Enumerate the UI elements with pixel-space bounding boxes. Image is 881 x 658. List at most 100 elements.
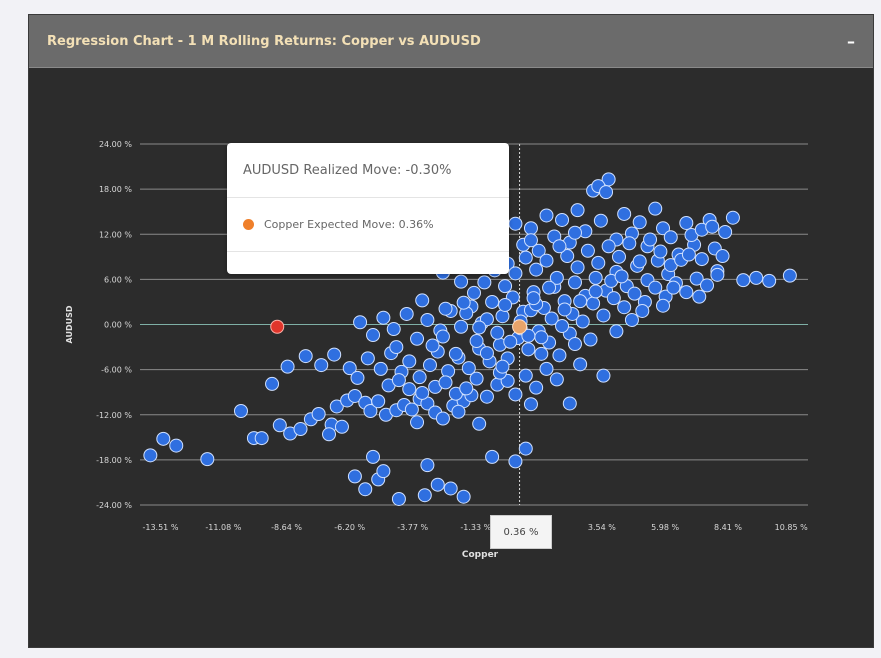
data-point (681, 247, 696, 262)
data-point (643, 232, 658, 247)
data-point (710, 267, 725, 282)
data-point (523, 221, 538, 236)
data-point (567, 225, 582, 240)
data-point (438, 301, 453, 316)
data-point (280, 359, 295, 374)
data-point (479, 389, 494, 404)
data-point (529, 380, 544, 395)
data-point (570, 260, 585, 275)
data-point (376, 464, 391, 479)
data-point (373, 361, 388, 376)
data-point (596, 308, 611, 323)
outlier-point (270, 319, 285, 334)
y-tick-label: 0.00 % (104, 321, 132, 330)
data-point (322, 427, 337, 442)
data-point (498, 297, 513, 312)
data-point (531, 243, 546, 258)
data-point (617, 300, 632, 315)
data-point (518, 250, 533, 265)
data-point (552, 348, 567, 363)
x-tick-label: -3.77 % (397, 523, 428, 532)
tooltip-expected-label: Copper Expected Move: 0.36% (264, 218, 434, 231)
y-tick-label: -24.00 % (96, 501, 132, 510)
data-point (363, 403, 378, 418)
data-point (521, 328, 536, 343)
data-point (366, 328, 381, 343)
data-point (314, 358, 329, 373)
data-point (692, 289, 707, 304)
data-point (555, 319, 570, 334)
data-point (583, 332, 598, 347)
data-point (689, 271, 704, 286)
data-point (334, 419, 349, 434)
data-point (508, 266, 523, 281)
data-point (557, 302, 572, 317)
data-point (347, 469, 362, 484)
data-point (347, 388, 362, 403)
crosshair-x-label: 0.36 % (490, 515, 552, 549)
data-point (412, 370, 427, 385)
data-point (518, 441, 533, 456)
highlight-point (512, 319, 528, 335)
data-point (472, 416, 487, 431)
data-point (588, 284, 603, 299)
data-point (653, 244, 668, 259)
data-point (560, 249, 575, 264)
data-point (529, 262, 544, 277)
x-tick-label: -13.51 % (142, 523, 178, 532)
data-point (454, 319, 469, 334)
data-point (417, 488, 432, 503)
data-point (391, 491, 406, 506)
data-point (617, 206, 632, 221)
data-point (555, 212, 570, 227)
y-tick-label: -18.00 % (96, 456, 132, 465)
panel-header: Regression Chart - 1 M Rolling Returns: … (29, 15, 873, 68)
data-point (391, 373, 406, 388)
data-point (580, 243, 595, 258)
data-point (402, 382, 417, 397)
data-point (705, 219, 720, 234)
collapse-button[interactable]: – (847, 31, 855, 51)
tooltip-series-dot-icon (243, 219, 254, 230)
data-point (567, 275, 582, 290)
data-point (749, 270, 764, 285)
data-point (456, 295, 471, 310)
data-point (477, 275, 492, 290)
data-point (648, 280, 663, 295)
data-point (490, 325, 505, 340)
data-point (570, 203, 585, 218)
x-tick-label: -11.08 % (205, 523, 241, 532)
data-point (586, 296, 601, 311)
data-point (606, 291, 621, 306)
data-point (353, 315, 368, 330)
y-tick-label: 6.00 % (104, 275, 132, 284)
data-point (534, 330, 549, 345)
data-point (575, 314, 590, 329)
data-point (542, 280, 557, 295)
data-point (420, 458, 435, 473)
data-point (472, 320, 487, 335)
data-point (415, 385, 430, 400)
data-point (272, 418, 287, 433)
data-point (539, 253, 554, 268)
data-point (596, 368, 611, 383)
tooltip-header: AUDUSD Realized Move: -0.30% (227, 143, 509, 198)
data-point (549, 270, 564, 285)
data-point (622, 236, 637, 251)
data-point (694, 252, 709, 267)
data-point (591, 255, 606, 270)
y-tick-label: -6.00 % (101, 366, 132, 375)
data-point (311, 406, 326, 421)
data-point (663, 230, 678, 245)
data-point (567, 337, 582, 352)
y-tick-label: -12.00 % (96, 411, 132, 420)
data-point (254, 431, 269, 446)
data-point (410, 331, 425, 346)
chart-tooltip: AUDUSD Realized Move: -0.30% Copper Expe… (227, 143, 509, 274)
data-point (679, 285, 694, 300)
y-tick-label: 12.00 % (99, 230, 132, 239)
data-point (402, 354, 417, 369)
data-point (495, 359, 510, 374)
data-point (386, 322, 401, 337)
